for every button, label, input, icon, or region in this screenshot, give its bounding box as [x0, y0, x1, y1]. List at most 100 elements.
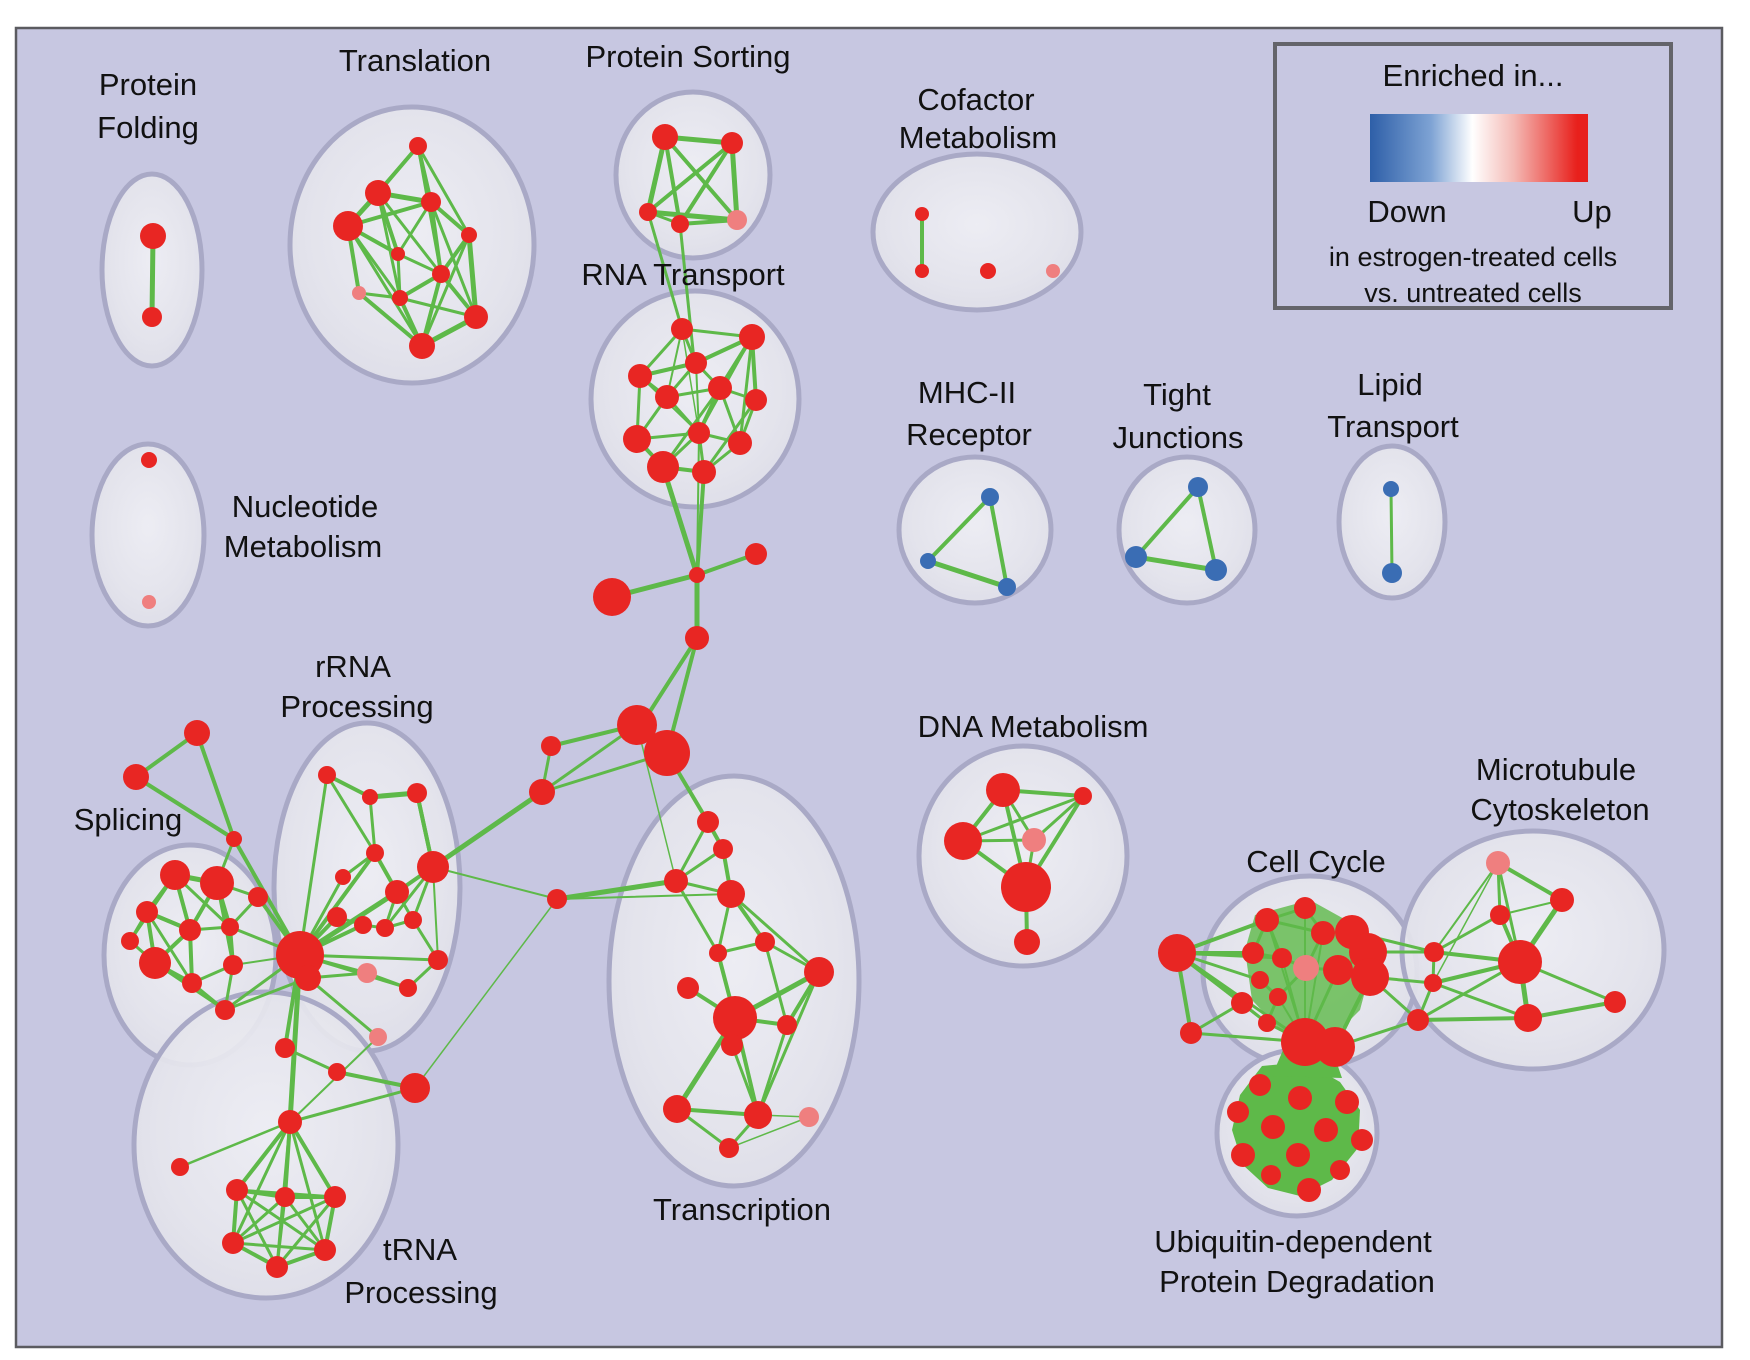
- network-edge: [149, 233, 156, 320]
- network-node-tight-junctions: [1188, 477, 1208, 497]
- network-node-transcription: [777, 1015, 797, 1035]
- network-node-ubiquitin-degradation: [1227, 1101, 1249, 1123]
- network-node-cofactor-metabolism: [1046, 264, 1060, 278]
- network-node-rna-transport: [692, 460, 716, 484]
- network-node-central-spine: [617, 705, 657, 745]
- cluster-label-protein-folding: Protein: [99, 67, 197, 102]
- network-edge: [298, 773, 329, 957]
- network-node-ubiquitin-degradation: [1335, 1090, 1359, 1114]
- network-edge: [729, 140, 740, 223]
- network-node-trna-processing: [171, 1158, 189, 1176]
- network-edge: [988, 495, 1009, 589]
- network-node-microtubule-cytoskeleton: [1604, 991, 1626, 1013]
- network-node-rna-transport: [745, 389, 767, 411]
- network-node-nucleotide-metabolism: [141, 452, 157, 468]
- network-edge: [756, 970, 821, 1117]
- network-edge: [466, 232, 479, 320]
- network-node-rna-transport: [647, 451, 679, 483]
- network-node-ubiquitin-degradation: [1261, 1165, 1281, 1185]
- network-node-protein-sorting: [639, 203, 657, 221]
- network-node-translation: [464, 305, 488, 329]
- network-node-cell-cycle: [1231, 992, 1253, 1014]
- network-node-rrna-processing: [354, 916, 372, 934]
- network-node-ubiquitin-degradation: [1351, 1129, 1373, 1151]
- network-node-cell-cycle: [1311, 921, 1335, 945]
- network-node-cell-cycle: [1242, 942, 1264, 964]
- network-edge: [554, 878, 679, 902]
- network-node-trna-processing: [400, 1073, 430, 1103]
- network-edge: [1416, 1016, 1530, 1022]
- network-node-splicing: [160, 860, 190, 890]
- cluster-label-dna-metabolism: DNA Metabolism: [918, 709, 1149, 744]
- network-node-rrna-processing: [428, 950, 448, 970]
- network-edge: [368, 795, 377, 855]
- network-edge: [1431, 981, 1530, 1020]
- network-node-rrna-processing: [366, 844, 384, 862]
- network-node-central-spine: [184, 720, 210, 746]
- cluster-label-cofactor-metabolism: Metabolism: [899, 120, 1058, 155]
- network-node-rna-transport: [628, 364, 652, 388]
- cluster-label-nucleotide-metabolism: Metabolism: [224, 529, 383, 564]
- network-node-trna-processing: [222, 1232, 244, 1254]
- network-node-rna-transport: [688, 422, 710, 444]
- network-node-transcription: [713, 839, 733, 859]
- network-edge: [430, 789, 545, 870]
- network-edge: [178, 1120, 292, 1169]
- network-node-ubiquitin-degradation: [1288, 1086, 1312, 1110]
- network-edge: [1432, 913, 1502, 954]
- cluster-ellipse-nucleotide-metabolism: [89, 441, 207, 629]
- network-edge: [660, 464, 700, 578]
- network-node-splicing: [179, 919, 201, 941]
- network-node-translation: [421, 192, 441, 212]
- network-edge: [325, 773, 377, 855]
- network-node-cell-cycle: [1323, 955, 1353, 985]
- network-node-central-spine: [689, 567, 705, 583]
- network-node-dna-metabolism: [1074, 787, 1092, 805]
- cluster-label-mhc-ii-receptor: MHC-II: [918, 375, 1016, 410]
- network-edge: [1133, 554, 1219, 573]
- network-node-trna-processing: [314, 1239, 336, 1261]
- network-node-transcription: [755, 932, 775, 952]
- network-node-protein-sorting: [652, 124, 678, 150]
- network-node-dna-metabolism: [986, 773, 1020, 807]
- network-node-trna-processing: [328, 1063, 346, 1081]
- network-node-cell-cycle: [1269, 988, 1287, 1006]
- network-node-trna-processing: [275, 1038, 295, 1058]
- network-node-protein-sorting: [671, 215, 689, 233]
- cluster-ellipse-tight-junctions: [1116, 454, 1258, 606]
- network-edge: [646, 141, 734, 214]
- network-node-translation: [392, 290, 408, 306]
- network-edge: [414, 898, 558, 1089]
- cluster-label-ubiquitin-degradation: Ubiquitin-dependent: [1154, 1224, 1432, 1259]
- network-node-lipid-transport: [1383, 481, 1399, 497]
- network-node-cofactor-metabolism: [915, 207, 929, 221]
- network-node-rrna-processing: [417, 851, 449, 883]
- cluster-label-translation: Translation: [339, 43, 491, 78]
- legend-gradient-bar: [1370, 114, 1588, 182]
- network-node-transcription: [717, 880, 745, 908]
- network-edge: [306, 976, 380, 1039]
- network-node-microtubule-cytoskeleton: [1486, 851, 1510, 875]
- cluster-label-rrna-processing: rRNA: [315, 649, 391, 684]
- network-edge: [763, 940, 789, 1027]
- network-node-splicing: [221, 918, 239, 936]
- network-edge: [416, 144, 471, 237]
- network-node-protein-sorting: [727, 210, 747, 230]
- network-node-rrna-processing: [404, 911, 422, 929]
- network-node-cell-cycle: [1255, 908, 1279, 932]
- network-node-central-spine: [529, 779, 555, 805]
- network-node-rrna-processing: [295, 965, 321, 991]
- network-edge: [357, 291, 424, 348]
- network-node-rrna-processing: [399, 979, 417, 997]
- network-node-rrna-processing: [369, 1028, 387, 1046]
- network-edge: [195, 731, 236, 841]
- legend-down-label: Down: [1367, 194, 1447, 229]
- cluster-label-ubiquitin-degradation: Protein Degradation: [1159, 1264, 1435, 1299]
- cluster-label-nucleotide-metabolism: Nucleotide: [232, 489, 378, 524]
- legend-title: Enriched in...: [1382, 58, 1564, 93]
- cluster-label-splicing: Splicing: [74, 802, 183, 837]
- network-edge: [231, 1241, 327, 1252]
- network-edge: [678, 141, 734, 226]
- network-edge: [756, 1023, 789, 1117]
